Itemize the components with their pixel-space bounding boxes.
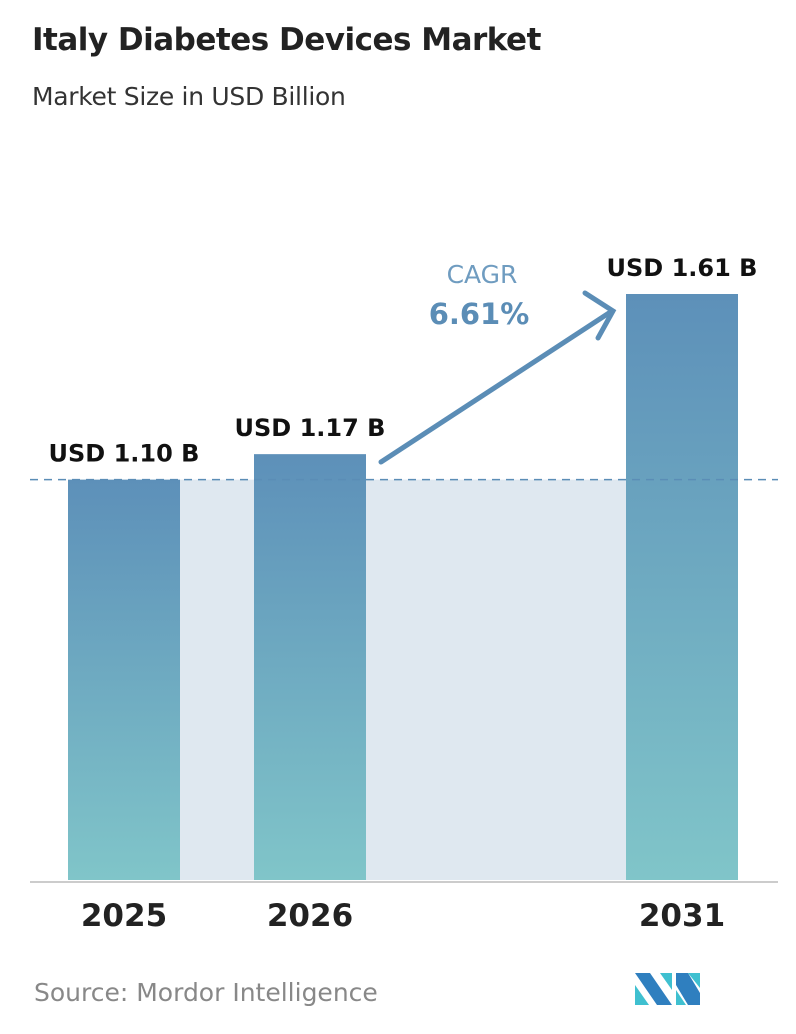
data-label-2026: USD 1.17 B bbox=[235, 414, 386, 442]
bar-2025 bbox=[68, 479, 180, 880]
cagr-arrow bbox=[378, 290, 617, 465]
x-tick-2025: 2025 bbox=[81, 898, 167, 934]
cagr-value: 6.61% bbox=[429, 297, 530, 331]
cagr-label: CAGR bbox=[447, 260, 518, 289]
bar-2031 bbox=[626, 294, 738, 880]
data-label-2031: USD 1.61 B bbox=[607, 254, 758, 282]
chart-subtitle: Market Size in USD Billion bbox=[32, 82, 346, 111]
mordor-logo bbox=[635, 973, 700, 1005]
reference-band bbox=[180, 479, 626, 880]
data-label-2025: USD 1.10 B bbox=[49, 440, 200, 468]
bar-2026 bbox=[254, 454, 366, 880]
x-tick-2026: 2026 bbox=[267, 898, 353, 934]
x-tick-2031: 2031 bbox=[639, 898, 725, 934]
chart-title: Italy Diabetes Devices Market bbox=[32, 22, 541, 58]
source-text: Source: Mordor Intelligence bbox=[34, 978, 378, 1007]
